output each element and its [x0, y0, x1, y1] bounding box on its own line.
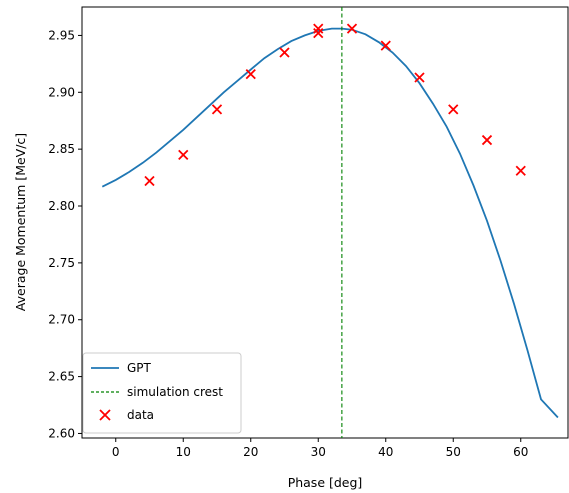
legend: GPT simulation crest data	[82, 352, 242, 434]
data-point	[211, 104, 223, 115]
legend-gpt-label: GPT	[127, 361, 152, 375]
x-tick-label: 0	[112, 445, 120, 459]
x-axis-label: Phase [deg]	[288, 475, 363, 490]
y-tick-label: 2.65	[48, 370, 75, 384]
y-tick-label: 2.80	[48, 199, 75, 213]
legend-data-swatch	[99, 409, 111, 421]
data-point	[380, 40, 391, 51]
x-tick-label: 60	[513, 445, 528, 459]
y-tick-label: 2.75	[48, 256, 75, 270]
x-tick-label: 20	[243, 445, 258, 459]
legend-data-label: data	[127, 408, 154, 422]
x-tick-label: 10	[176, 445, 191, 459]
legend-box	[82, 352, 242, 434]
y-tick-label: 2.95	[48, 28, 75, 42]
legend-crest-label: simulation crest	[127, 385, 223, 399]
data-point	[414, 72, 425, 83]
data-point	[313, 28, 324, 39]
y-tick-label: 2.90	[48, 85, 75, 99]
plot-frame	[81, 6, 569, 439]
y-axis-label: Average Momentum [MeV/c]	[13, 133, 28, 311]
marks-group	[101, 7, 559, 438]
x-tick-label: 40	[378, 445, 393, 459]
x-tick-label: 50	[446, 445, 461, 459]
gpt-line	[101, 27, 559, 419]
y-tick-label: 2.70	[48, 313, 75, 327]
data-point	[144, 175, 155, 187]
data-point	[346, 23, 358, 34]
data-point	[245, 68, 256, 80]
y-tick-label: 2.60	[48, 426, 75, 440]
ticks-group: 0 10 20 30 40 50 60 2.60 2.65 2.70 2.75 2.80 2.85 2.9…	[48, 28, 528, 459]
data-point	[313, 23, 324, 34]
data-point	[279, 47, 290, 58]
y-tick-label: 2.85	[48, 142, 75, 156]
data-point	[481, 134, 493, 146]
data-point	[178, 149, 189, 160]
x-tick-label: 30	[311, 445, 326, 459]
data-point	[448, 104, 459, 115]
data-point	[515, 165, 526, 176]
